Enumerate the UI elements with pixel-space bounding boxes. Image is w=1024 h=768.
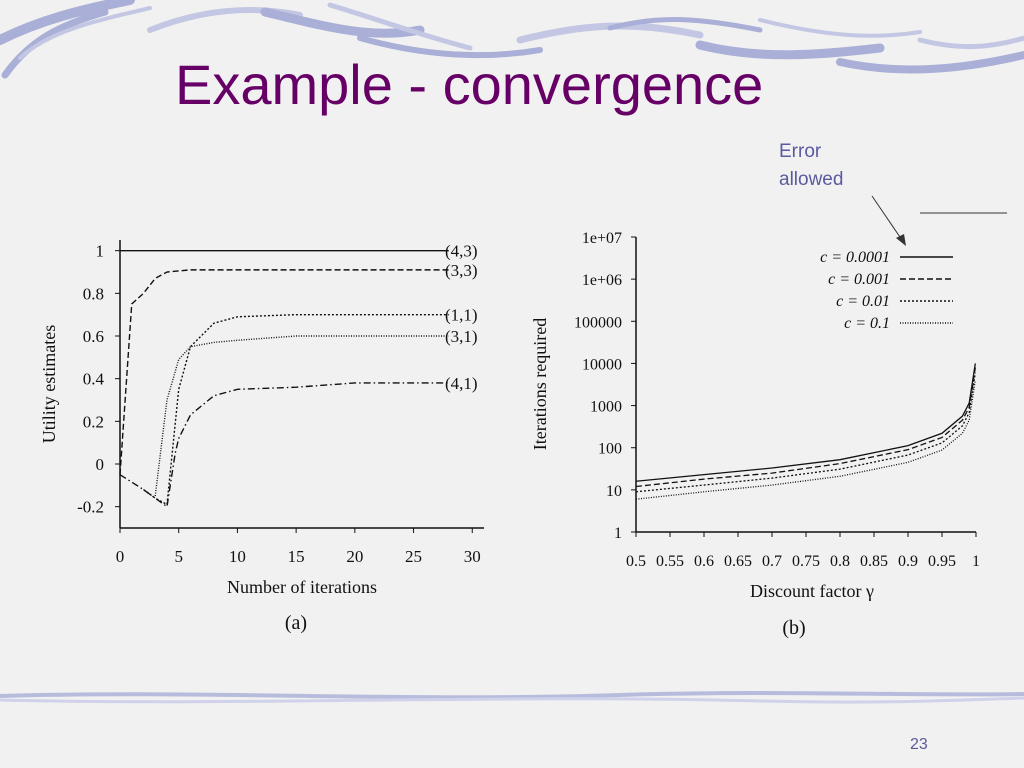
- chart-b-y-tick-label: 10: [606, 483, 622, 500]
- chart-a-axes: [115, 240, 484, 533]
- chart-a-x-tick-label: 10: [229, 547, 246, 566]
- chart-b-x-tick-label: 0.75: [792, 553, 820, 570]
- chart-b-legend-label: c = 0.0001: [820, 249, 890, 266]
- annotation-arrow: [871, 195, 903, 241]
- annotation-line-1: Error: [779, 141, 822, 162]
- chart-b-x-tick-label: 0.5: [626, 553, 646, 570]
- chart-b-x-tick-label: 0.85: [860, 553, 888, 570]
- annotation-arrowhead: [896, 234, 906, 246]
- chart-b-x-tick-label: 0.8: [830, 553, 850, 570]
- chart-a-y-tick-label: 0: [96, 455, 105, 474]
- wave-decoration-bottom: [0, 690, 1024, 704]
- chart-a-series-label: (4,3): [445, 242, 478, 261]
- wave-decoration-top: [0, 0, 1024, 79]
- slide-title: Example - convergence: [175, 53, 764, 116]
- chart-b-x-tick-label: 0.65: [724, 553, 752, 570]
- chart-b-y-tick-label: 1000: [590, 399, 622, 416]
- error-allowed-annotation: Error allowed: [779, 138, 843, 194]
- chart-b-y-axis-label: Iterations required: [530, 318, 550, 450]
- chart-b-legend-label: c = 0.01: [836, 293, 890, 310]
- chart-b-legend-label: c = 0.001: [828, 271, 890, 288]
- chart-a-x-tick-label: 20: [346, 547, 363, 566]
- chart-a-caption: (a): [285, 612, 307, 634]
- chart-a-series-line: [143, 313, 449, 506]
- chart-b-y-tick-label: 10000: [582, 356, 622, 373]
- chart-b-x-tick-label: 0.6: [694, 553, 714, 570]
- chart-b-labels: 0.5 0.55 0.6 0.65 0.7 0.75 0.8 0.85 0.9 0.95 1 1e+0…: [530, 230, 980, 639]
- chart-a-y-tick-label: 0.4: [83, 370, 105, 389]
- chart-a-labels: 0 5 10 15 20 25 30 1 0.8 0.6 0.4 0.2 0 -0.2 (4,3)(3,3)…: [39, 242, 481, 634]
- chart-b-x-tick-label: 0.95: [928, 553, 956, 570]
- chart-a-y-tick-label: 0.2: [83, 412, 104, 431]
- chart-a-y-tick-label: -0.2: [77, 498, 104, 517]
- chart-b-legend-label: c = 0.1: [844, 315, 890, 332]
- chart-a-series-line: [119, 382, 449, 508]
- chart-b-y-tick-label: 1: [614, 525, 622, 542]
- chart-a-y-axis-label: Utility estimates: [39, 325, 59, 444]
- chart-b-x-axis-label: Discount factor γ: [750, 581, 874, 601]
- chart-a-x-tick-label: 30: [464, 547, 481, 566]
- slide-number: 23: [910, 736, 928, 753]
- chart-a-series: [119, 249, 449, 508]
- chart-a-x-tick-label: 25: [405, 547, 422, 566]
- chart-b-y-tick-label: 1e+06: [582, 272, 622, 289]
- chart-b-x-tick-label: 1: [972, 553, 980, 570]
- chart-b-y-tick-label: 100: [598, 441, 622, 458]
- chart-b-x-tick-label: 0.7: [762, 553, 782, 570]
- chart-a-series-label: (1,1): [445, 306, 478, 325]
- chart-a-series-line: [154, 335, 449, 497]
- chart-a-series-label: (4,1): [445, 374, 478, 393]
- chart-b-y-tick-label: 1e+07: [582, 230, 622, 247]
- chart-a-series-label: (3,1): [445, 327, 478, 346]
- chart-b-series-line: [635, 363, 976, 482]
- chart-a-x-tick-label: 0: [116, 547, 125, 566]
- chart-a-y-tick-label: 0.8: [83, 284, 104, 303]
- chart-a-x-tick-label: 5: [174, 547, 183, 566]
- chart-a-y-tick-label: 0.6: [83, 327, 104, 346]
- chart-b-series-line: [635, 367, 976, 488]
- annotation-line-2: allowed: [779, 169, 844, 190]
- chart-b-caption: (b): [782, 617, 805, 639]
- chart-b-axes: [631, 236, 977, 537]
- chart-a-y-tick-label: 1: [96, 242, 105, 261]
- chart-b-series-line: [635, 372, 976, 493]
- chart-a-x-tick-label: 15: [288, 547, 305, 566]
- chart-a-series-label: (3,3): [445, 261, 478, 280]
- chart-b-x-tick-label: 0.9: [898, 553, 918, 570]
- chart-a-x-axis-label: Number of iterations: [227, 577, 377, 597]
- chart-a-series-line: [119, 269, 449, 475]
- chart-b-series: [635, 363, 976, 500]
- chart-b-x-tick-label: 0.55: [656, 553, 684, 570]
- chart-b-y-tick-label: 100000: [574, 314, 622, 331]
